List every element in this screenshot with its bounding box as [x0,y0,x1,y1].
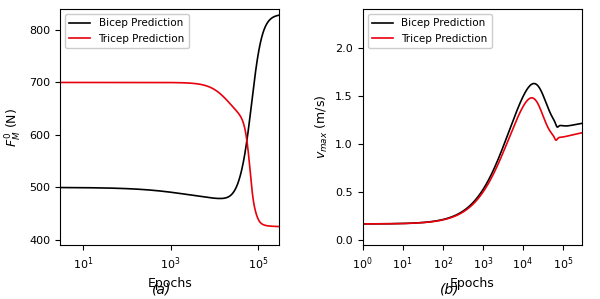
Bicep Prediction [359,222,366,226]
Bicep Prediction [248,103,255,106]
Line: Tricep Prediction: Tricep Prediction [60,83,280,227]
Bicep Prediction [384,222,391,225]
Bicep Prediction [574,122,581,126]
Line: Bicep Prediction: Bicep Prediction [362,83,582,224]
Legend: Bicep Prediction, Tricep Prediction: Bicep Prediction, Tricep Prediction [65,14,189,48]
Tricep Prediction [578,131,586,135]
Text: (b): (b) [440,282,460,296]
Tricep Prediction [140,81,148,84]
Bicep Prediction [82,186,89,190]
Line: Bicep Prediction: Bicep Prediction [60,15,280,199]
Tricep Prediction [443,217,451,221]
Bicep Prediction [276,13,283,17]
Bicep Prediction [217,197,224,200]
X-axis label: Epochs: Epochs [450,277,495,290]
Bicep Prediction [397,222,404,225]
Tricep Prediction [551,135,558,139]
Bicep Prediction [271,14,278,18]
Bicep Prediction [150,189,157,192]
Tricep Prediction [384,222,391,225]
Tricep Prediction [574,132,581,135]
Legend: Bicep Prediction, Tricep Prediction: Bicep Prediction, Tricep Prediction [368,14,491,48]
X-axis label: Epochs: Epochs [147,277,192,290]
Line: Tricep Prediction: Tricep Prediction [362,98,582,224]
Text: (a): (a) [152,282,172,296]
Tricep Prediction [452,214,460,217]
Bicep Prediction [140,188,148,191]
Tricep Prediction [56,81,64,84]
Tricep Prediction [276,225,283,228]
Bicep Prediction [56,186,64,189]
Tricep Prediction [528,96,535,100]
Bicep Prediction [551,119,558,122]
Bicep Prediction [578,122,586,125]
Tricep Prediction [82,81,89,84]
Tricep Prediction [94,81,101,84]
Bicep Prediction [452,213,460,217]
Tricep Prediction [397,222,404,225]
Tricep Prediction [359,222,366,226]
Tricep Prediction [248,182,255,186]
Tricep Prediction [150,81,157,84]
Bicep Prediction [530,82,538,85]
Bicep Prediction [94,186,101,190]
Y-axis label: $v_{max}$ (m/s): $v_{max}$ (m/s) [314,95,329,159]
Tricep Prediction [271,225,278,228]
Bicep Prediction [443,217,451,220]
Y-axis label: $F_M^0$ (N): $F_M^0$ (N) [4,108,23,147]
